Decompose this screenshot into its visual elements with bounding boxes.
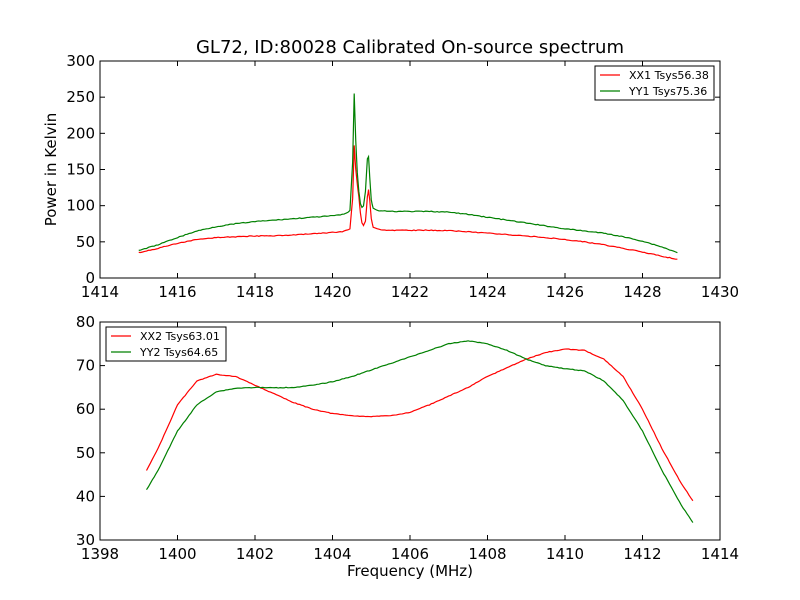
top-panel-spectrum: 1414 1416 1418 1420 1422 1424 1426 1428 1430 0 50 1… [42,52,739,301]
y-tick-label: 30 [76,531,95,549]
series-line-xx2 [145,348,694,502]
y-tick-label: 60 [76,400,95,418]
x-tick-label: 1402 [236,545,274,563]
y-tick-label: 70 [76,357,95,375]
y-tick-label: 250 [66,88,95,106]
legend-label: YY2 Tsys64.65 [139,346,218,359]
x-tick-label: 1406 [391,545,429,563]
x-tick-label: 1398 [81,545,119,563]
legend-label: YY1 Tsys75.36 [628,85,707,98]
x-tick-label: 1416 [158,283,196,301]
y-tick-label: 150 [66,161,95,179]
legend-label: XX1 Tsys56.38 [629,69,709,82]
y-tick-label: 40 [76,487,95,505]
y-tick-label: 50 [76,233,95,251]
x-tick-label: 1418 [236,283,274,301]
legend-box [105,326,227,362]
x-tick-label: 1408 [468,545,506,563]
chart-title: GL72, ID:80028 Calibrated On-source spec… [196,37,624,58]
x-tick-label: 1414 [81,283,119,301]
series-line-yy2 [146,340,694,523]
y-tick-label: 200 [66,124,95,142]
legend-label: XX2 Tsys63.01 [140,330,220,343]
series-line-xx1 [138,145,678,260]
y-tick-label: 100 [66,197,95,215]
y-tick-label: 300 [66,52,95,70]
y-tick-label: 0 [85,269,95,287]
y-axis-label: Power in Kelvin [42,113,60,227]
x-tick-label: 1428 [623,283,661,301]
x-tick-label: 1412 [623,545,661,563]
x-tick-label: 1426 [546,283,584,301]
x-tick-label: 1430 [701,283,739,301]
x-tick-label: 1414 [701,545,739,563]
x-tick-label: 1424 [468,283,506,301]
x-tick-label: 1404 [313,545,351,563]
y-tick-label: 80 [76,313,95,331]
x-tick-label: 1410 [546,545,584,563]
legend-box [594,65,715,101]
x-axis-label: Frequency (MHz) [347,562,473,580]
x-tick-label: 1400 [158,545,196,563]
x-tick-label: 1420 [313,283,351,301]
x-tick-label: 1422 [391,283,429,301]
bottom-panel-spectrum: 1398 1400 1402 1404 1406 1408 1410 1412 1414 30 40… [76,313,739,580]
series-line-yy1 [138,93,678,254]
y-tick-label: 50 [76,444,95,462]
